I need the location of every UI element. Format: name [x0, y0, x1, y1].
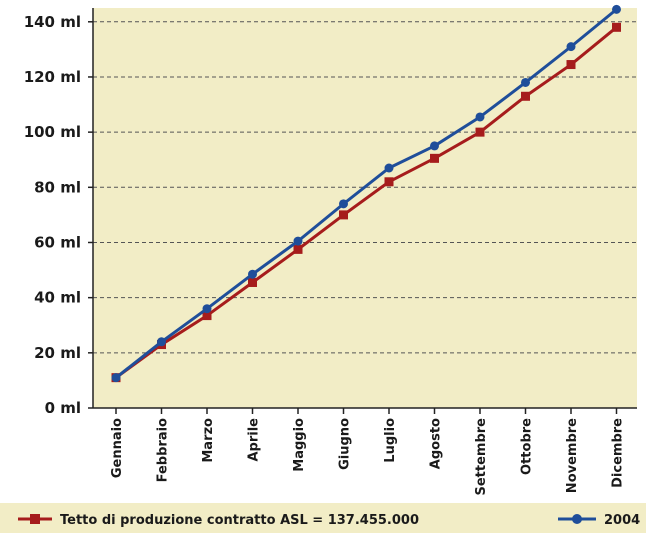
data-point — [521, 91, 530, 101]
data-point — [248, 277, 257, 287]
legend-background — [0, 503, 646, 533]
data-point — [475, 112, 485, 122]
data-point — [293, 244, 303, 254]
x-tick-labels: Gennaio Febbraio Marzo Aprile Maggio Giugno Lu… — [110, 408, 626, 496]
data-point — [339, 210, 348, 220]
data-point — [202, 311, 212, 321]
data-point — [521, 77, 530, 87]
x-tick-label: Maggio — [292, 418, 307, 472]
data-point — [384, 177, 394, 187]
x-tick-label: Luglio — [383, 418, 398, 463]
y-tick-label: 40 ml — [34, 289, 81, 307]
legend-label-series-2: 2004 — [604, 513, 640, 528]
x-tick-label: Febbraio — [156, 418, 171, 482]
y-tick-label: 0 ml — [45, 399, 81, 417]
x-tick-label: Marzo — [201, 418, 216, 463]
data-point — [248, 269, 257, 279]
legend: Tetto di produzione contratto ASL = 137.… — [18, 513, 640, 528]
data-point — [612, 22, 621, 32]
x-tick-label: Agosto — [429, 418, 444, 469]
y-tick-label: 140 ml — [24, 13, 81, 31]
x-tick-label: Novembre — [565, 418, 580, 493]
plot-background — [93, 8, 637, 408]
y-tick-label: 60 ml — [34, 233, 81, 251]
data-point — [566, 60, 576, 70]
x-tick-label: Giugno — [338, 418, 353, 470]
y-tick-labels: 0 ml 20 ml 40 ml 60 ml 80 ml 100 ml 120 ml 140 … — [24, 13, 93, 417]
x-tick-label: Aprile — [247, 418, 262, 462]
legend-label-series-1: Tetto di produzione contratto ASL = 137.… — [60, 513, 419, 528]
data-point — [157, 337, 166, 347]
legend-marker-series-1 — [30, 514, 40, 524]
series-line-1 — [115, 26, 618, 379]
data-point — [293, 236, 303, 246]
y-tick-label: 20 ml — [34, 344, 81, 362]
data-point — [111, 373, 121, 383]
y-tick-label: 80 ml — [34, 178, 81, 196]
x-tick-label: Dicembre — [611, 418, 626, 488]
data-point — [566, 42, 576, 52]
x-tick-label: Gennaio — [110, 418, 125, 478]
data-point — [430, 153, 439, 163]
x-tick-label: Ottobre — [520, 418, 535, 475]
series-line-2 — [115, 8, 618, 379]
x-tick-label: Settembre — [474, 418, 489, 496]
data-point — [612, 4, 621, 14]
data-point — [475, 127, 485, 137]
y-tick-label: 100 ml — [24, 123, 81, 141]
data-point — [339, 199, 348, 209]
data-point — [202, 304, 212, 314]
series-group — [111, 4, 621, 383]
data-point — [430, 141, 439, 151]
legend-marker-series-2 — [572, 514, 582, 524]
data-point — [384, 163, 394, 173]
y-tick-label: 120 ml — [24, 68, 81, 86]
